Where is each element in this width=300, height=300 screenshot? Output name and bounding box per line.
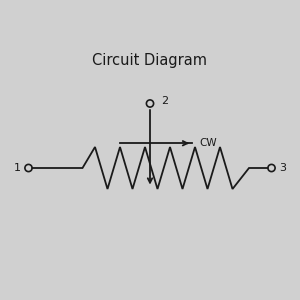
Text: 2: 2 xyxy=(161,96,169,106)
Text: 3: 3 xyxy=(279,163,286,173)
Text: CW: CW xyxy=(200,138,217,148)
Text: 1: 1 xyxy=(14,163,21,173)
Text: Circuit Diagram: Circuit Diagram xyxy=(92,52,208,68)
